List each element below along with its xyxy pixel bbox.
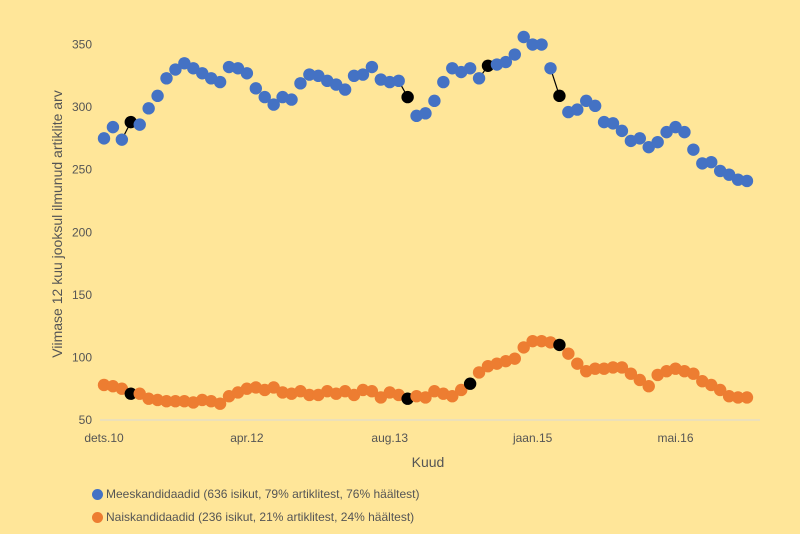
male-data-point [213,75,227,89]
male-data-point [651,135,664,149]
male-highlight-point [401,90,414,104]
female-data-point [160,395,173,408]
male-data-point [115,133,129,146]
female-data-point [731,391,745,404]
male-data-point [535,38,548,51]
female-data-point [642,380,655,393]
male-data-point [740,174,754,188]
male-data-point [97,132,111,145]
female-data-point [633,373,646,387]
female-highlight-point [463,377,477,390]
female-data-point [517,341,530,354]
legend-swatch-female [92,511,103,523]
male-data-point [151,89,164,103]
male-data-point [633,132,646,145]
female-data-point [213,397,227,410]
male-data-point [463,62,477,75]
male-data-point [240,67,254,80]
x-tick-label: apr.12 [230,431,264,445]
female-data-point [419,391,432,404]
male-data-point [544,62,557,75]
female-data-point [687,367,700,380]
female-data-point [472,366,486,379]
female-data-point [526,334,539,348]
data-points [97,30,754,410]
x-axis-title: Kuud [412,454,445,470]
male-data-point [571,103,584,116]
female-data-point [624,367,638,380]
male-data-point [169,63,182,76]
x-tick-label: mai.16 [658,431,694,445]
male-data-point [588,99,602,113]
female-data-point [571,357,584,370]
female-data-point [713,383,727,397]
y-tick-label: 50 [79,413,93,427]
female-data-point [446,390,459,403]
male-data-point [142,102,155,115]
legend-item-male: Meeskandidaadid (636 isikut, 79% artikli… [92,487,420,501]
x-tick-label: aug.13 [371,431,408,445]
legend-swatch-male [92,488,103,500]
female-data-point [588,362,602,375]
y-tick-label: 250 [72,163,92,177]
female-data-point [508,352,521,365]
male-data-point [338,83,352,96]
male-data-point [133,118,146,131]
y-axis-title: Viimase 12 kuu jooksul ilmunud artiklite… [49,90,65,357]
male-data-point [472,72,486,85]
male-data-point [687,143,700,156]
x-axis-ticks: dets.10 apr.12 aug.13 jaan.15 mai.16 [84,431,694,445]
highlight-connectors [121,65,561,400]
male-data-point [160,72,173,85]
female-data-point [562,347,575,360]
male-data-point [678,125,691,139]
male-data-point [249,82,263,95]
female-data-point [303,388,316,402]
male-data-point [294,77,307,90]
x-tick-label: dets.10 [84,431,124,445]
female-highlight-point [553,338,566,352]
male-data-point [517,30,530,44]
male-data-point [392,74,405,88]
y-tick-label: 200 [72,225,92,239]
x-tick-label: jaan.15 [512,431,553,445]
legend-item-female: Naiskandidaadid (236 isikut, 21% artikli… [92,510,414,524]
male-data-point [419,107,432,120]
female-data-point [606,361,620,374]
female-data-point [615,361,629,374]
male-data-point [106,120,120,134]
male-data-point [437,75,450,89]
female-data-point [455,383,468,397]
male-data-point [499,55,513,69]
y-tick-label: 100 [72,350,92,364]
y-tick-label: 150 [72,288,92,302]
y-tick-label: 300 [72,100,92,114]
male-data-point [428,94,441,108]
male-data-point [365,60,379,74]
legend-label-male: Meeskandidaadid (636 isikut, 79% artikli… [106,487,420,501]
male-highlight-point [553,89,566,103]
male-data-point [356,68,370,81]
female-data-point [365,385,379,398]
female-data-point [740,391,754,404]
male-data-point [285,93,298,106]
male-data-point [705,155,718,169]
male-data-point [615,124,629,138]
female-highlight-point [124,387,137,400]
male-data-point [508,48,521,61]
y-axis-ticks: 50 100 150 200 250 300 350 [72,38,92,427]
male-data-point [526,38,539,51]
male-data-point [267,98,280,111]
male-data-point [258,90,271,104]
female-data-point [169,395,182,408]
y-tick-label: 350 [72,38,92,52]
legend-label-female: Naiskandidaadid (236 isikut, 21% artikli… [106,510,415,524]
male-data-point [606,117,620,130]
